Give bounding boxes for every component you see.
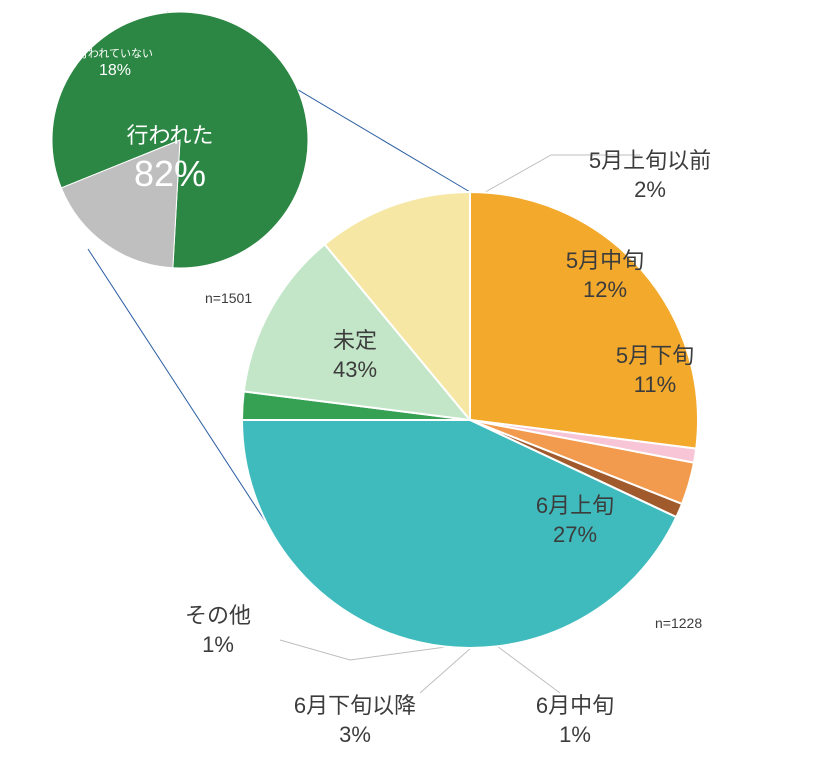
pie-slice [470, 192, 698, 449]
slice-label: 6月中旬1% [495, 692, 655, 749]
sample-size-label: n=1501 [205, 290, 252, 306]
sample-size-label: n=1228 [655, 615, 702, 631]
slice-label: その他1% [138, 602, 298, 659]
slice-label: 6月上旬27% [495, 492, 655, 549]
slice-label: 5月上旬以前2% [570, 147, 730, 204]
slice-label: 5月下旬11% [575, 342, 735, 399]
slice-label: 行われていない18% [35, 47, 195, 82]
slice-label: 6月下旬以降3% [275, 692, 435, 749]
slice-label: 行われた82% [90, 122, 250, 197]
chart-stage: 5月上旬以前2% 5月中旬12% 5月下旬11% 6月上旬27% 6月中旬1% 6月下旬以… [0, 0, 840, 775]
slice-label: 未定43% [275, 327, 435, 384]
slice-label: 5月中旬12% [525, 247, 685, 304]
